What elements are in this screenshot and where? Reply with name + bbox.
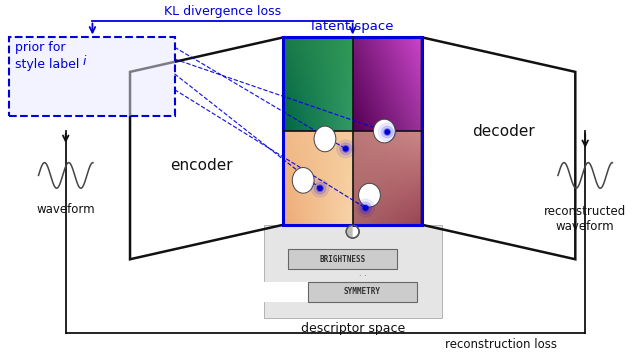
- Circle shape: [378, 123, 396, 141]
- Bar: [263, 225, 441, 318]
- Text: BRIGHTNESS: BRIGHTNESS: [320, 255, 366, 264]
- Wedge shape: [346, 226, 353, 237]
- Text: latent space: latent space: [311, 20, 394, 33]
- Circle shape: [340, 143, 352, 155]
- Circle shape: [316, 185, 323, 192]
- Circle shape: [343, 147, 348, 151]
- Circle shape: [385, 130, 389, 134]
- Text: prior for
style label: prior for style label: [15, 41, 84, 71]
- Circle shape: [337, 140, 355, 158]
- Circle shape: [360, 202, 371, 214]
- Text: i: i: [82, 55, 86, 68]
- Circle shape: [357, 199, 375, 217]
- Circle shape: [362, 204, 369, 211]
- Text: reconstruction loss: reconstruction loss: [445, 338, 557, 351]
- Bar: [10, 37, 175, 116]
- Ellipse shape: [346, 225, 359, 238]
- Ellipse shape: [314, 126, 336, 152]
- Bar: [308, 282, 417, 302]
- Bar: [10, 37, 175, 116]
- Circle shape: [384, 129, 390, 136]
- Circle shape: [382, 126, 393, 138]
- Circle shape: [311, 179, 329, 197]
- Circle shape: [314, 182, 326, 194]
- Text: decoder: decoder: [472, 124, 535, 138]
- Text: · ·: · ·: [359, 272, 366, 281]
- Bar: [288, 250, 397, 269]
- Text: waveform: waveform: [36, 203, 95, 216]
- Bar: [283, 37, 422, 225]
- Text: encoder: encoder: [170, 158, 233, 173]
- Circle shape: [318, 186, 322, 190]
- Circle shape: [364, 206, 367, 210]
- Ellipse shape: [292, 168, 314, 193]
- Text: reconstructed
waveform: reconstructed waveform: [544, 205, 627, 233]
- Bar: [263, 282, 308, 302]
- Text: SYMMETRY: SYMMETRY: [344, 287, 381, 296]
- Text: KL divergence loss: KL divergence loss: [164, 5, 281, 18]
- Text: descriptor space: descriptor space: [300, 323, 404, 335]
- Ellipse shape: [373, 119, 395, 143]
- Circle shape: [342, 145, 349, 152]
- Ellipse shape: [359, 183, 380, 207]
